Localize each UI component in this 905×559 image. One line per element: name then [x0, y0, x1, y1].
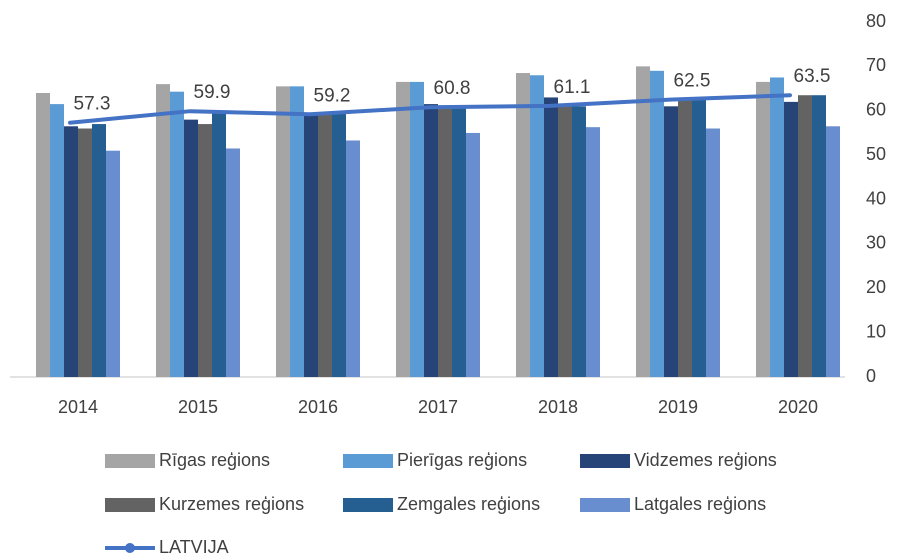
bar: [558, 104, 572, 377]
legend-label: Zemgales reģions: [397, 494, 540, 514]
x-tick-label: 2019: [658, 397, 698, 417]
bar: [784, 101, 798, 377]
bar: [452, 106, 466, 377]
bar: [64, 126, 78, 377]
x-tick-label: 2016: [298, 397, 338, 417]
legend-label: Kurzemes reģions: [159, 494, 304, 514]
bar: [678, 99, 692, 377]
bar: [78, 128, 92, 377]
legend-label: LATVIJA: [159, 537, 229, 557]
bar: [50, 104, 64, 377]
y-tick-label: 20: [866, 277, 886, 297]
data-label: 62.5: [674, 71, 711, 92]
y-tick-label: 40: [866, 188, 886, 208]
bar: [544, 97, 558, 377]
y-tick-label: 50: [866, 144, 886, 164]
bar: [276, 86, 290, 377]
x-tick-label: 2014: [58, 397, 98, 417]
bar: [812, 95, 826, 377]
bar: [516, 73, 530, 377]
bar: [106, 150, 120, 377]
bar: [304, 112, 318, 377]
bar: [756, 81, 770, 377]
bar: [332, 113, 346, 377]
bar: [650, 70, 664, 377]
bar: [692, 99, 706, 377]
bar: [198, 124, 212, 377]
legend-swatch: [343, 454, 393, 468]
bar: [212, 110, 226, 377]
bar: [466, 132, 480, 377]
bar: [636, 66, 650, 377]
bar: [346, 140, 360, 377]
y-tick-label: 60: [866, 100, 886, 120]
data-label: 59.2: [314, 85, 351, 106]
bar: [770, 77, 784, 377]
y-tick-label: 70: [866, 55, 886, 75]
legend-swatch: [343, 498, 393, 512]
y-tick-label: 10: [866, 321, 886, 341]
y-tick-label: 80: [866, 11, 886, 31]
bar: [290, 86, 304, 377]
data-label: 61.1: [554, 77, 591, 98]
bar: [826, 126, 840, 377]
bar: [226, 148, 240, 377]
bar: [156, 84, 170, 377]
bar: [184, 119, 198, 377]
bar: [396, 81, 410, 377]
legend-label: Vidzemes reģions: [634, 450, 777, 470]
line: [68, 93, 792, 125]
bar: [438, 108, 452, 377]
legend-label: Pierīgas reģions: [397, 450, 527, 470]
legend-swatch: [580, 498, 630, 512]
bar: [530, 75, 544, 377]
bar: [424, 104, 438, 377]
legend-marker: [125, 543, 135, 553]
x-tick-label: 2015: [178, 397, 218, 417]
bar: [92, 124, 106, 377]
legend-label: Latgales reģions: [634, 494, 766, 514]
x-tick-label: 2020: [778, 397, 818, 417]
data-label: 57.3: [74, 94, 111, 115]
bar: [36, 93, 50, 377]
x-tick-label: 2018: [538, 397, 578, 417]
bar: [664, 106, 678, 377]
y-tick-label: 30: [866, 233, 886, 253]
legend-swatch: [105, 498, 155, 512]
y-tick-label: 0: [866, 366, 876, 386]
bar: [170, 91, 184, 377]
data-label: 60.8: [434, 78, 471, 99]
bar: [410, 81, 424, 377]
x-tick-label: 2017: [418, 397, 458, 417]
data-label: 63.5: [794, 66, 831, 87]
bar: [318, 112, 332, 377]
legend-label: Rīgas reģions: [159, 450, 270, 470]
bar: [798, 95, 812, 377]
bar: [572, 106, 586, 377]
data-label: 59.9: [194, 82, 231, 103]
bar: [706, 128, 720, 377]
legend-swatch: [105, 454, 155, 468]
bar: [586, 127, 600, 377]
legend-swatch: [580, 454, 630, 468]
